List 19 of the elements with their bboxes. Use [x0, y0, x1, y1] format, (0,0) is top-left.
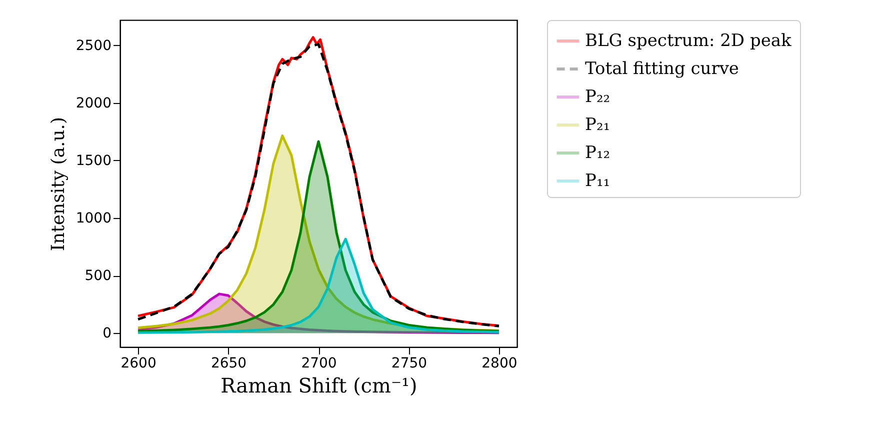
y-axis-title: Intensity (a.u.)	[48, 116, 69, 252]
x-tick-label: 2650	[210, 356, 247, 372]
legend-label: P₂₁	[585, 115, 610, 135]
legend-label: BLG spectrum: 2D peak	[585, 31, 792, 51]
y-tick-label: 500	[84, 268, 112, 284]
y-tick-label: 1000	[76, 210, 112, 227]
x-axis-title: Raman Shift (cm⁻¹)	[220, 374, 418, 398]
y-tick-label: 2500	[76, 38, 112, 54]
y-tick-label: 2000	[76, 95, 112, 112]
x-tick-label: 2800	[482, 356, 518, 372]
x-tick-label: 2750	[391, 356, 428, 372]
y-tick-label: 0	[102, 326, 112, 342]
legend-label: P₂₂	[585, 87, 610, 107]
legend-label: P₁₂	[585, 143, 610, 163]
y-tick-label: 1500	[76, 152, 112, 169]
x-tick-label: 2700	[301, 356, 337, 372]
legend-label: P₁₁	[585, 171, 610, 191]
legend-label: Total fitting curve	[585, 59, 739, 79]
x-tick-label: 2600	[120, 356, 156, 372]
